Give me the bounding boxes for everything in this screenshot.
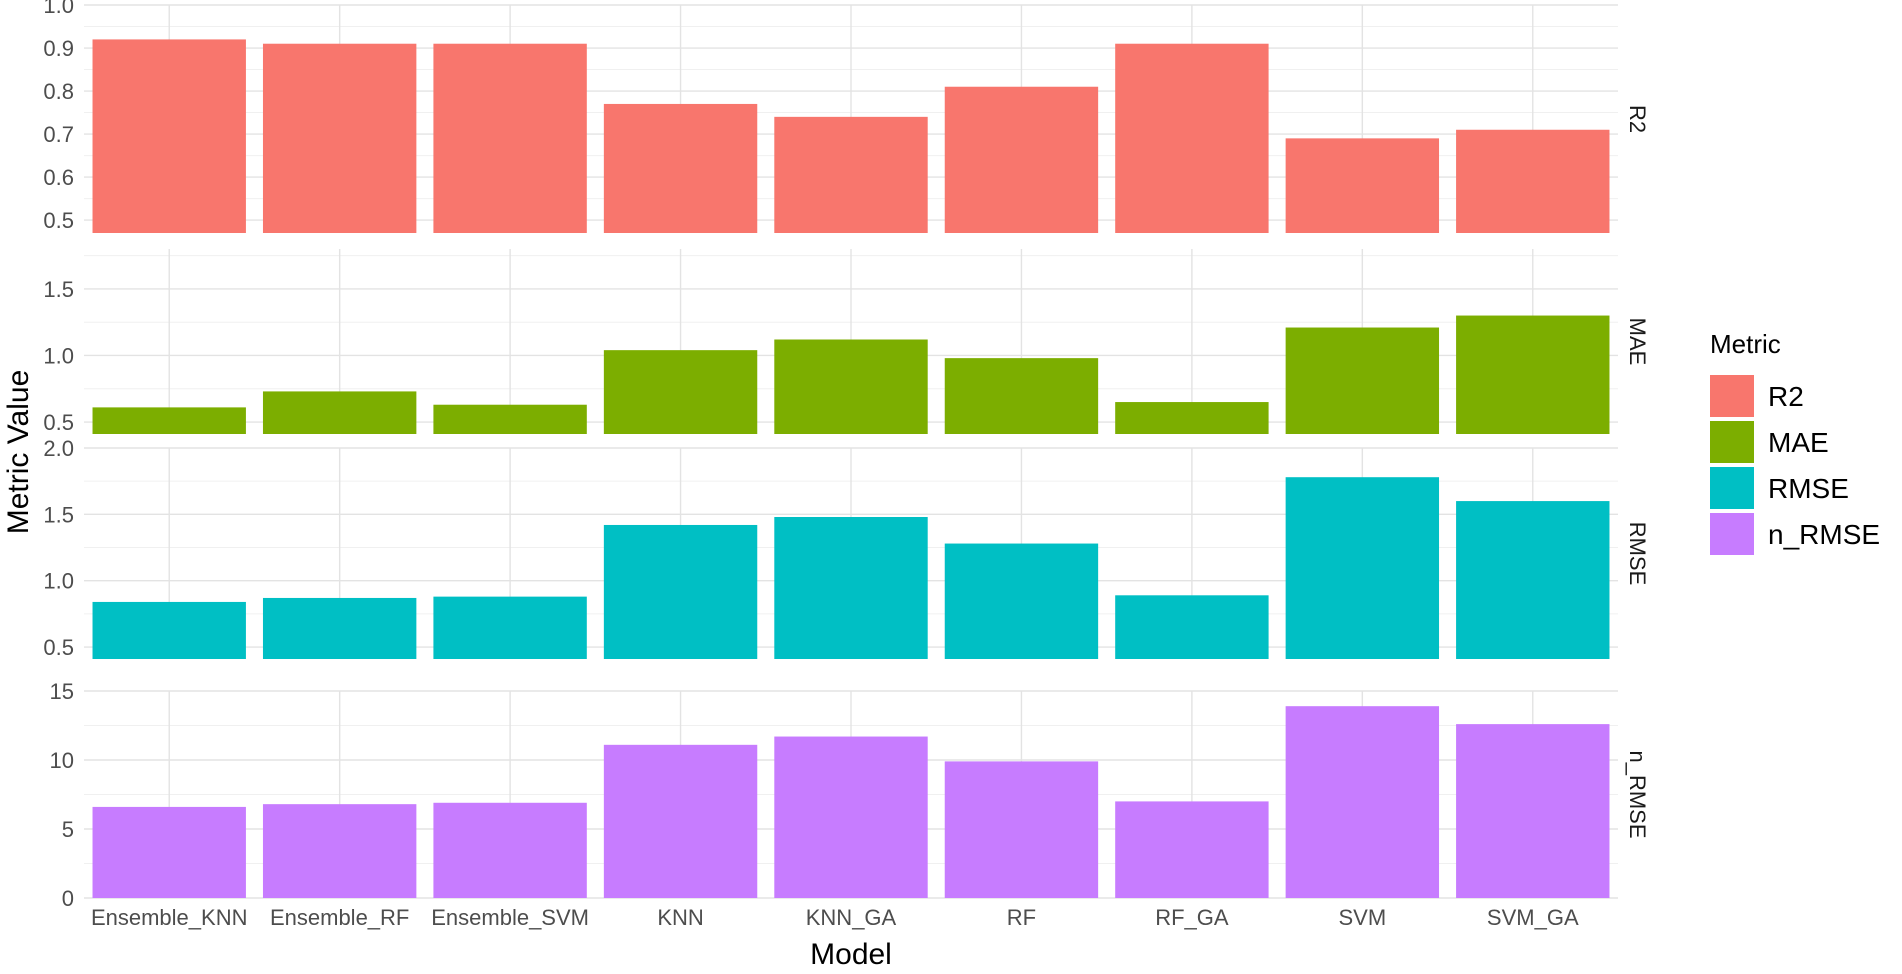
bar-r2-knn bbox=[603, 103, 758, 234]
facet-strip-label: RMSE bbox=[1625, 522, 1650, 586]
panel-mae: 0.5 1.0 1.5 MAE bbox=[43, 249, 1650, 435]
x-tick-label: Ensemble_RF bbox=[270, 905, 409, 930]
x-tick-label: Ensemble_KNN bbox=[91, 905, 248, 930]
y-tick-label: 5 bbox=[62, 817, 74, 842]
legend-label-rmse: RMSE bbox=[1768, 473, 1849, 504]
bar-rmse-ensemble_svm bbox=[433, 596, 587, 659]
bar-rmse-knn_ga bbox=[774, 517, 928, 659]
bar-r2-ensemble_knn bbox=[92, 39, 246, 233]
y-tick-label: 0.5 bbox=[43, 208, 74, 233]
bar-mae-ensemble_svm bbox=[433, 404, 587, 434]
facet-panels: 0.5 0.6 0.7 0.8 0.9 1.0 R2 0.5 1.0 1.5 MAE 0.5 1.0 1.… bbox=[43, 0, 1650, 911]
y-tick-label: 0.7 bbox=[43, 122, 74, 147]
bar-n_rmse-rf bbox=[944, 761, 1099, 898]
bar-mae-ensemble_knn bbox=[92, 407, 246, 434]
x-tick-label: RF bbox=[1007, 905, 1036, 930]
y-tick-label: 1.0 bbox=[43, 343, 74, 368]
y-tick-label: 15 bbox=[50, 679, 74, 704]
bar-rmse-ensemble_knn bbox=[92, 601, 246, 659]
facet-strip-label: n_RMSE bbox=[1625, 750, 1650, 838]
x-tick-label: SVM bbox=[1338, 905, 1386, 930]
y-axis-title: Metric Value bbox=[2, 370, 35, 535]
y-tick-label: 10 bbox=[50, 748, 74, 773]
bar-n_rmse-ensemble_svm bbox=[433, 802, 587, 898]
x-tick-label: RF_GA bbox=[1155, 905, 1229, 930]
bar-n_rmse-svm bbox=[1285, 706, 1440, 898]
legend-label-n_rmse: n_RMSE bbox=[1768, 519, 1880, 550]
panel-n_rmse: 0 5 10 15 n_RMSE bbox=[50, 679, 1651, 911]
y-tick-label: 1.5 bbox=[43, 502, 74, 527]
panel-r2: 0.5 0.6 0.7 0.8 0.9 1.0 R2 bbox=[43, 0, 1650, 233]
bar-n_rmse-svm_ga bbox=[1456, 724, 1610, 898]
bar-mae-knn bbox=[603, 350, 758, 434]
bar-r2-knn_ga bbox=[774, 116, 928, 233]
x-axis: Ensemble_KNN Ensemble_RF Ensemble_SVM KNN KN… bbox=[91, 905, 1579, 930]
y-tick-label: 0.5 bbox=[43, 635, 74, 660]
bar-n_rmse-knn_ga bbox=[774, 736, 928, 898]
bar-mae-ensemble_rf bbox=[262, 391, 417, 434]
bar-mae-knn_ga bbox=[774, 339, 928, 434]
y-tick-label: 1.5 bbox=[43, 277, 74, 302]
bar-n_rmse-ensemble_rf bbox=[262, 804, 417, 898]
x-tick-label: KNN bbox=[657, 905, 703, 930]
x-tick-label: SVM_GA bbox=[1487, 905, 1579, 930]
bar-rmse-rf_ga bbox=[1115, 595, 1269, 659]
bar-r2-rf bbox=[944, 86, 1099, 234]
y-tick-label: 0.9 bbox=[43, 36, 74, 61]
bar-n_rmse-knn bbox=[603, 744, 758, 898]
legend: Metric R2 MAE RMSE n_RMSE bbox=[1710, 329, 1880, 555]
bar-mae-svm_ga bbox=[1456, 315, 1610, 434]
bar-rmse-rf bbox=[944, 543, 1099, 659]
x-tick-label: KNN_GA bbox=[806, 905, 897, 930]
bar-n_rmse-ensemble_knn bbox=[92, 806, 246, 898]
bar-mae-svm bbox=[1285, 327, 1440, 434]
legend-key-mae bbox=[1710, 421, 1754, 463]
y-tick-label: 0.5 bbox=[43, 410, 74, 435]
legend-key-rmse bbox=[1710, 467, 1754, 509]
facet-strip-label: R2 bbox=[1625, 105, 1650, 133]
bar-r2-svm_ga bbox=[1456, 129, 1610, 233]
panel-rmse: 0.5 1.0 1.5 2.0 RMSE bbox=[43, 436, 1650, 660]
legend-title: Metric bbox=[1710, 329, 1781, 359]
bar-r2-ensemble_svm bbox=[433, 43, 587, 233]
bar-mae-rf bbox=[944, 358, 1099, 434]
bar-rmse-knn bbox=[603, 524, 758, 659]
legend-label-r2: R2 bbox=[1768, 381, 1804, 412]
legend-key-r2 bbox=[1710, 375, 1754, 417]
bar-r2-svm bbox=[1285, 138, 1440, 233]
x-axis-title: Model bbox=[810, 938, 892, 971]
legend-label-mae: MAE bbox=[1768, 427, 1829, 458]
bar-r2-rf_ga bbox=[1115, 43, 1269, 233]
bar-r2-ensemble_rf bbox=[262, 43, 417, 233]
y-tick-label: 0 bbox=[62, 886, 74, 911]
bar-n_rmse-rf_ga bbox=[1115, 801, 1269, 898]
bar-rmse-svm_ga bbox=[1456, 501, 1610, 659]
x-tick-label: Ensemble_SVM bbox=[431, 905, 589, 930]
y-tick-label: 1.0 bbox=[43, 569, 74, 594]
y-tick-label: 2.0 bbox=[43, 436, 74, 461]
y-tick-label: 0.6 bbox=[43, 165, 74, 190]
legend-key-n_rmse bbox=[1710, 513, 1754, 555]
y-tick-label: 0.8 bbox=[43, 79, 74, 104]
bar-rmse-ensemble_rf bbox=[262, 597, 417, 659]
bar-rmse-svm bbox=[1285, 477, 1440, 659]
facet-strip-label: MAE bbox=[1625, 318, 1650, 366]
bar-mae-rf_ga bbox=[1115, 402, 1269, 434]
y-tick-label: 1.0 bbox=[43, 0, 74, 18]
